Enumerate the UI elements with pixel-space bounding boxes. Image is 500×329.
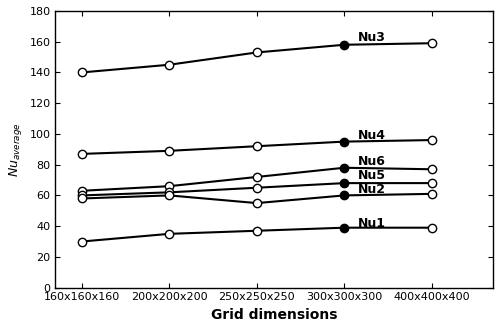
X-axis label: Grid dimensions: Grid dimensions — [211, 308, 338, 322]
Y-axis label: Nu$_{average}$: Nu$_{average}$ — [7, 122, 24, 177]
Text: Nu2: Nu2 — [358, 183, 386, 196]
Text: Nu6: Nu6 — [358, 155, 386, 168]
Text: Nu4: Nu4 — [358, 129, 386, 142]
Text: Nu5: Nu5 — [358, 169, 386, 182]
Text: Nu1: Nu1 — [358, 216, 386, 230]
Text: Nu3: Nu3 — [358, 31, 386, 43]
